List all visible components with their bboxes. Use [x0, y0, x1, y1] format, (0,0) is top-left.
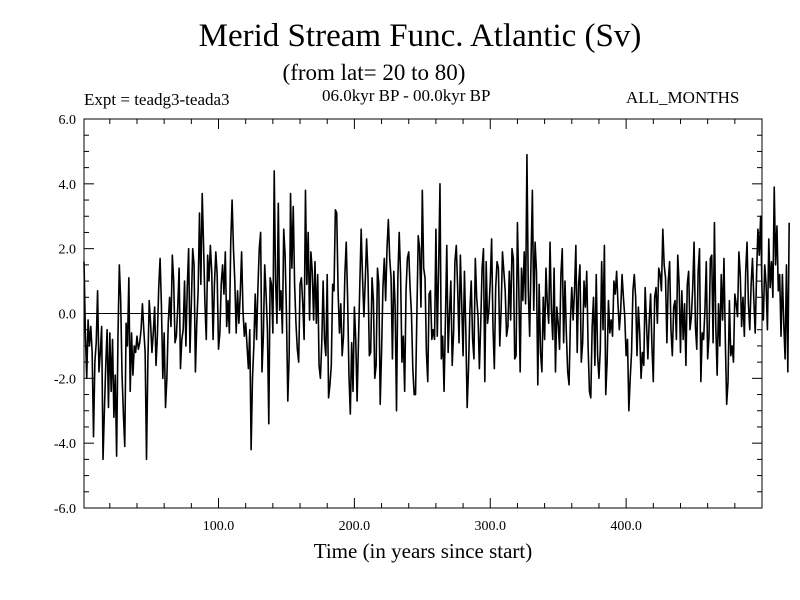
- chart-subtitle: (from lat= 20 to 80): [282, 60, 466, 85]
- x-tick-label: 400.0: [610, 519, 642, 534]
- plot-frame: [83, 118, 763, 509]
- x-tick-label: 300.0: [475, 519, 507, 534]
- y-tick-label: 6.0: [59, 113, 77, 128]
- y-tick-label: -2.0: [54, 372, 76, 387]
- period-label: 06.0kyr BP - 00.0kyr BP: [322, 86, 491, 105]
- y-tick-label: -4.0: [54, 437, 76, 452]
- y-tick-label: -6.0: [54, 502, 76, 517]
- y-tick-label: 4.0: [59, 178, 77, 193]
- y-tick-label: 2.0: [59, 243, 77, 258]
- months-label: ALL_MONTHS: [626, 88, 740, 107]
- series-line: [83, 153, 790, 461]
- experiment-label: Expt = teadg3-teada3: [84, 90, 230, 109]
- y-tick-label: 0.0: [59, 308, 77, 323]
- x-tick-label: 100.0: [203, 519, 235, 534]
- x-axis-label: Time (in years since start): [313, 539, 533, 563]
- x-tick-label: 200.0: [339, 519, 371, 534]
- chart-title: Merid Stream Func. Atlantic (Sv): [198, 18, 642, 54]
